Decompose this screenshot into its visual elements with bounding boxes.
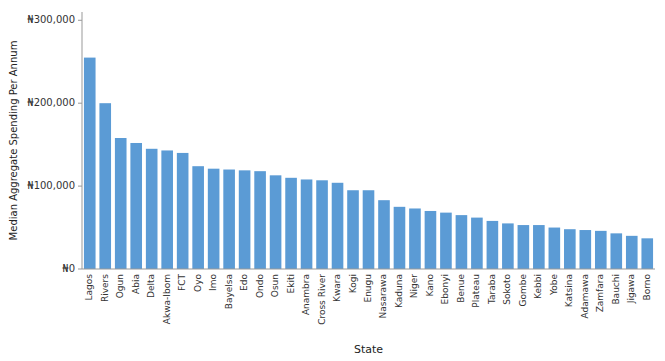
y-axis-line — [82, 12, 83, 269]
y-tick — [78, 103, 82, 104]
bar — [239, 170, 251, 269]
bar — [254, 171, 266, 269]
x-tick-label: Abia — [131, 274, 141, 294]
x-tick-label: Adamawa — [580, 274, 590, 318]
y-axis-label: Median Aggregate Spending Per Annum — [8, 41, 19, 241]
x-axis-label: State — [354, 343, 383, 356]
x-tick-label: Benue — [456, 274, 466, 303]
x-tick-label: Sokoto — [502, 274, 512, 305]
bar — [84, 58, 96, 269]
x-tick-label: Osun — [270, 274, 280, 297]
x-tick-label: Ondo — [255, 274, 265, 299]
x-tick-label: Borno — [642, 274, 652, 301]
bar — [378, 200, 390, 269]
x-tick-label: Ekiti — [286, 274, 296, 293]
chart-svg: ₦0 ₦100,000 ₦200,000 ₦300,000 Lagos Rivers Ogu… — [0, 0, 665, 361]
x-tick-label: Jigawa — [626, 274, 636, 304]
bar — [580, 230, 592, 269]
bar — [518, 225, 530, 269]
bar — [471, 218, 483, 269]
bar — [99, 103, 111, 269]
bar — [533, 225, 545, 269]
bar — [502, 223, 514, 269]
y-tick-label: ₦200,000 — [27, 97, 75, 108]
y-tick — [78, 269, 82, 270]
bar — [487, 221, 499, 269]
x-tick-label: Edo — [239, 274, 249, 291]
bar — [270, 175, 282, 269]
x-tick-label: Bauchi — [611, 274, 621, 305]
bar — [223, 170, 235, 269]
bar — [177, 153, 189, 269]
bar — [394, 207, 406, 269]
y-tick-label: ₦0 — [62, 263, 75, 274]
bar — [332, 183, 344, 269]
x-tick-label: Zamfara — [595, 274, 605, 312]
x-tick-label: Ebonyi — [440, 274, 450, 304]
y-tick — [78, 20, 82, 21]
bar — [595, 231, 607, 269]
x-tick-label: Akwa-Ibom — [162, 274, 172, 324]
bar — [440, 213, 452, 269]
bar — [409, 208, 421, 269]
x-tick-label: Plateau — [471, 274, 481, 308]
bar — [146, 149, 158, 269]
x-tick-label: Bayelsa — [224, 274, 234, 309]
y-tick — [78, 186, 82, 187]
y-tick-label: ₦100,000 — [27, 180, 75, 191]
bar — [208, 169, 220, 269]
x-tick-label: Lagos — [84, 274, 94, 301]
bar — [285, 178, 297, 269]
bar — [641, 238, 653, 269]
x-tick-label: Gombe — [518, 274, 528, 307]
x-tick-label: Kebbi — [533, 274, 543, 299]
bar — [549, 228, 561, 269]
x-tick-label: Yobe — [549, 274, 559, 297]
bar — [564, 229, 576, 269]
bar — [610, 233, 622, 269]
y-tick-label: ₦300,000 — [27, 14, 75, 25]
chart-container: ₦0 ₦100,000 ₦200,000 ₦300,000 Lagos Rivers Ogu… — [0, 0, 665, 361]
x-tick-label: Delta — [146, 274, 156, 298]
x-tick-label: Kaduna — [394, 274, 404, 308]
x-tick-label: Oyo — [193, 274, 203, 292]
bar — [425, 211, 437, 269]
bar — [316, 180, 328, 269]
x-tick-label: Kogi — [348, 274, 358, 293]
x-tick-label: Kano — [425, 274, 435, 297]
x-tick-label: Imo — [208, 274, 218, 291]
bar — [115, 138, 127, 269]
bar — [626, 236, 638, 269]
bar — [456, 215, 468, 269]
bar — [363, 190, 375, 269]
x-tick-label: Kwara — [332, 274, 342, 302]
bars — [84, 58, 653, 269]
x-tick-label: Cross River — [317, 274, 327, 325]
bar — [301, 179, 313, 269]
x-tick-label: Anambra — [301, 274, 311, 315]
bar — [161, 150, 173, 269]
x-tick-label: Enugu — [363, 274, 373, 303]
bar — [347, 190, 359, 269]
bar — [130, 143, 142, 269]
bar — [192, 166, 204, 269]
x-tick-label: Ogun — [115, 274, 125, 298]
x-tick-label: Nasarawa — [378, 274, 388, 319]
x-tick-label: Katsina — [564, 274, 574, 307]
x-tick-label: Taraba — [487, 274, 497, 305]
x-tick-label: Niger — [409, 274, 419, 298]
x-tick-label: FCT — [177, 274, 187, 291]
x-axis-line — [82, 269, 655, 270]
x-tick-label: Rivers — [100, 274, 110, 302]
